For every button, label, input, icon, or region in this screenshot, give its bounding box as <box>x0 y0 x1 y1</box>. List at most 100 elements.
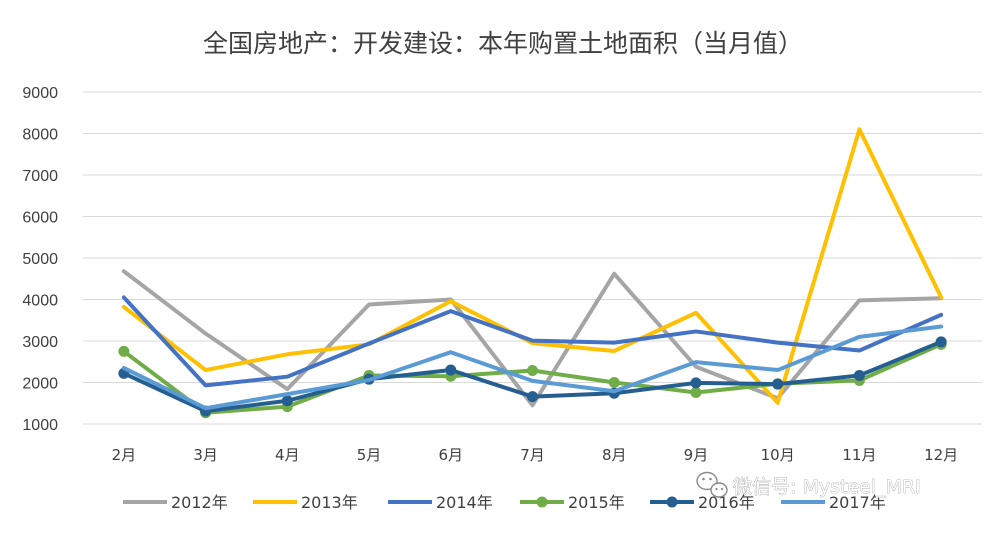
y-tick-label: 3000 <box>22 334 58 351</box>
data-point <box>694 365 698 369</box>
data-point <box>527 391 538 403</box>
data-point <box>694 360 698 364</box>
data-point <box>857 127 861 131</box>
data-point <box>612 272 616 276</box>
x-tick-label: 11月 <box>842 446 876 464</box>
data-point <box>853 369 865 381</box>
data-point <box>776 341 780 345</box>
data-point <box>367 378 371 382</box>
series-line <box>121 295 944 388</box>
x-tick-label: 12月 <box>924 446 958 464</box>
data-point <box>449 299 453 303</box>
legend-label: 2014年 <box>436 493 493 512</box>
x-tick-label: 9月 <box>684 446 709 464</box>
y-axis-ticks: 9000 8000 7000 6000 5000 4000 3000 2000 1000 <box>22 85 58 434</box>
x-tick-label: 6月 <box>438 446 463 464</box>
data-point <box>367 302 371 306</box>
x-tick-label: 7月 <box>520 446 545 464</box>
series-line <box>121 324 944 411</box>
data-point <box>531 339 535 343</box>
x-tick-label: 8月 <box>602 446 627 464</box>
data-point <box>527 364 538 376</box>
data-point <box>857 335 861 339</box>
x-tick-label: 2月 <box>112 446 137 464</box>
wechat-icon <box>696 471 728 498</box>
data-point <box>285 387 289 391</box>
data-point <box>122 269 126 273</box>
data-point <box>776 368 780 372</box>
legend-item: 2013年 <box>253 493 358 512</box>
legend-item: 2017年 <box>781 493 886 512</box>
data-point <box>612 341 616 345</box>
series-line <box>121 127 944 405</box>
series-lines <box>118 127 947 419</box>
legend-marker <box>666 496 678 508</box>
data-point <box>939 324 943 328</box>
data-point <box>285 392 289 396</box>
y-tick-label: 5000 <box>22 251 58 268</box>
x-tick-label: 4月 <box>275 446 300 464</box>
data-point <box>204 332 208 336</box>
legend-label: 2012年 <box>171 493 228 512</box>
watermark-text: 微信号: Mysteel_MRI <box>733 476 921 498</box>
data-point <box>367 341 371 345</box>
legend-item: 2012年 <box>123 493 228 512</box>
data-point <box>776 401 780 405</box>
data-point <box>204 406 208 410</box>
y-tick-label: 4000 <box>22 293 58 310</box>
data-point <box>612 389 616 393</box>
data-point <box>694 311 698 315</box>
x-tick-label: 3月 <box>193 446 218 464</box>
data-point <box>612 349 616 353</box>
data-point <box>939 295 943 299</box>
y-tick-label: 8000 <box>22 127 58 144</box>
y-tick-label: 2000 <box>22 376 58 393</box>
data-point <box>531 379 535 383</box>
data-point <box>857 298 861 302</box>
data-point <box>935 336 947 348</box>
legend: 2012年 2013年 2014年 2015年 2016年 2017年 <box>123 493 886 512</box>
legend-item: 2014年 <box>388 493 493 512</box>
series-line <box>121 269 944 408</box>
legend-label: 2013年 <box>301 493 358 512</box>
legend-marker <box>536 496 548 508</box>
series-2013年 <box>121 127 944 405</box>
legend-item: 2015年 <box>520 493 625 512</box>
data-point <box>281 395 293 407</box>
legend-item: 2016年 <box>650 493 755 512</box>
data-point <box>122 366 126 370</box>
chart-title: 全国房地产：开发建设：本年购置土地面积（当月值） <box>203 29 803 58</box>
data-point <box>690 377 702 389</box>
series-2012年 <box>121 269 944 408</box>
y-tick-label: 1000 <box>22 417 58 434</box>
y-tick-label: 7000 <box>22 168 58 185</box>
watermark: 微信号: Mysteel_MRI <box>696 471 921 498</box>
x-tick-label: 10月 <box>761 446 795 464</box>
data-point <box>204 368 208 372</box>
legend-label: 2016年 <box>698 493 755 512</box>
data-point <box>531 403 535 407</box>
y-tick-label: 6000 <box>22 210 58 227</box>
data-point <box>857 349 861 353</box>
data-point <box>690 386 702 398</box>
y-tick-label: 9000 <box>22 85 58 102</box>
data-point <box>122 305 126 309</box>
series-2014年 <box>121 295 944 388</box>
x-axis-ticks: 2月 3月 4月 5月 6月 7月 8月 9月 10月 11月 12月 <box>112 446 959 464</box>
series-2017年 <box>121 324 944 411</box>
data-point <box>122 295 126 299</box>
data-point <box>285 375 289 379</box>
data-point <box>939 313 943 317</box>
data-point <box>445 364 457 376</box>
data-point <box>449 309 453 313</box>
grid-lines <box>83 91 982 425</box>
data-point <box>608 377 620 388</box>
data-point <box>694 329 698 333</box>
x-tick-label: 5月 <box>357 446 382 464</box>
data-point <box>772 378 784 390</box>
data-point <box>449 350 453 354</box>
data-point <box>118 345 130 357</box>
legend-label: 2017年 <box>829 493 886 512</box>
